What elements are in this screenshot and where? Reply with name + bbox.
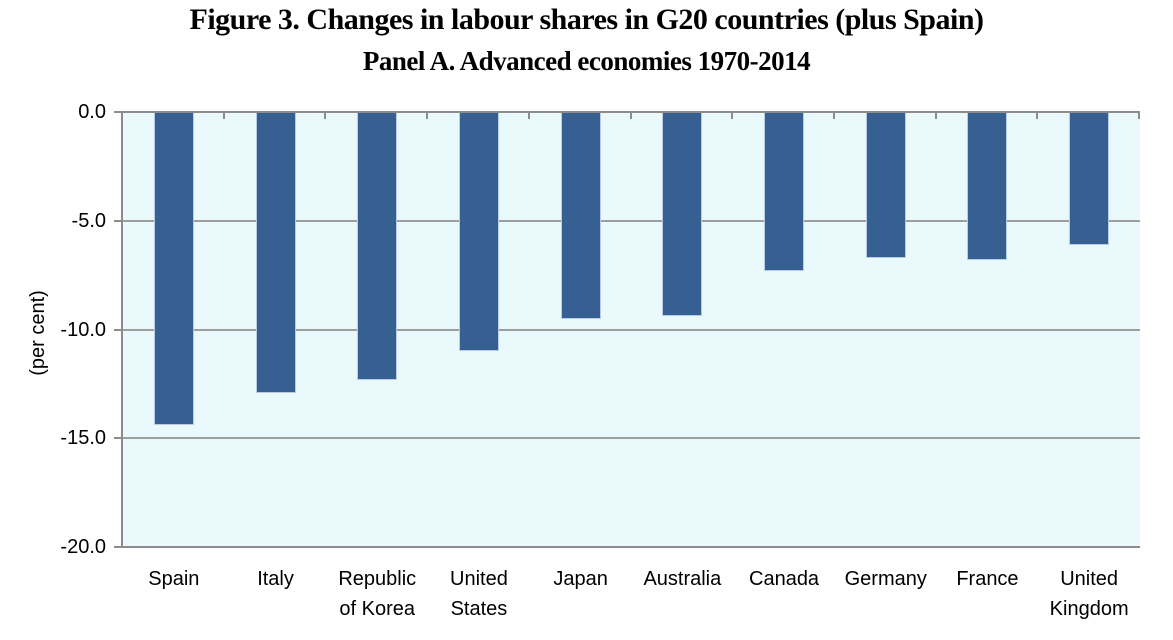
category-tick bbox=[426, 113, 429, 119]
y-gridline bbox=[123, 219, 1140, 222]
x-tick-label: Canada bbox=[749, 568, 820, 590]
category-tick bbox=[629, 113, 632, 119]
category-tick bbox=[324, 113, 327, 119]
bar bbox=[1069, 113, 1110, 245]
x-axis-bottom-line bbox=[123, 546, 1140, 548]
bar bbox=[967, 113, 1008, 260]
y-tick-label: -20.0 bbox=[60, 536, 106, 558]
x-tick-label: Germany bbox=[844, 568, 927, 590]
y-tick-label: 0.0 bbox=[78, 101, 106, 123]
category-tick bbox=[222, 113, 225, 119]
bar bbox=[255, 113, 296, 393]
y-tick-label: -10.0 bbox=[60, 318, 106, 341]
x-tick-label: United States bbox=[450, 568, 508, 620]
x-tick-label: Japan bbox=[553, 568, 608, 590]
x-tick-label: Italy bbox=[257, 568, 294, 590]
bar bbox=[865, 113, 906, 258]
category-tick bbox=[1138, 113, 1140, 119]
bar bbox=[764, 113, 805, 271]
bar bbox=[458, 113, 499, 352]
category-tick bbox=[731, 113, 734, 119]
y-axis-line bbox=[121, 111, 123, 548]
bar bbox=[153, 113, 194, 426]
category-tick bbox=[121, 113, 123, 119]
category-tick bbox=[1036, 113, 1039, 119]
bar bbox=[357, 113, 398, 380]
x-tick-label: Spain bbox=[148, 568, 200, 590]
y-axis-tick bbox=[114, 328, 121, 331]
y-tick-label: -15.0 bbox=[60, 427, 106, 450]
category-tick bbox=[832, 113, 835, 119]
bar bbox=[560, 113, 601, 319]
y-axis-tick bbox=[114, 219, 121, 222]
zero-axis-line bbox=[123, 111, 1140, 113]
category-tick bbox=[934, 113, 937, 119]
chart-subtitle: Panel A. Advanced economies 1970-2014 bbox=[362, 46, 811, 76]
y-axis-tick bbox=[114, 546, 121, 548]
bar bbox=[662, 113, 703, 317]
x-tick-label: Republic of Korea bbox=[338, 568, 417, 620]
chart-title: Figure 3. Changes in labour shares in G2… bbox=[189, 3, 985, 36]
y-axis-tick bbox=[114, 437, 121, 440]
x-tick-label: Australia bbox=[643, 568, 722, 590]
x-tick-label: United Kingdom bbox=[1049, 568, 1129, 620]
y-gridline bbox=[123, 328, 1140, 331]
y-gridline bbox=[123, 437, 1140, 440]
y-tick-label: -5.0 bbox=[71, 209, 106, 232]
y-axis-tick bbox=[114, 111, 121, 113]
x-tick-label: France bbox=[956, 568, 1019, 590]
category-tick bbox=[527, 113, 530, 119]
